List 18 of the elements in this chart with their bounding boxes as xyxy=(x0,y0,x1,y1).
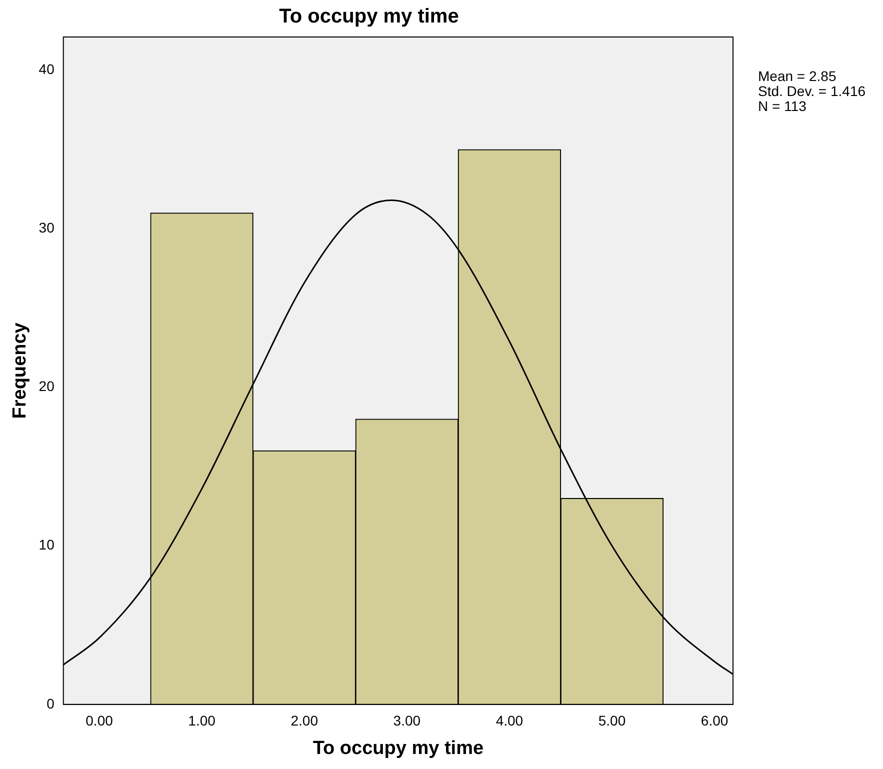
text: N = 113 xyxy=(758,98,807,114)
x-tick-label: 0.00 xyxy=(86,712,114,729)
x-axis-title: To occupy my time xyxy=(312,738,484,759)
y-tick-label: 30 xyxy=(38,220,55,236)
chart-title: To occupy my time xyxy=(279,6,459,28)
x-tick-label: 5.00 xyxy=(598,712,626,729)
x-tick-label: 3.00 xyxy=(393,712,421,729)
x-tick-label: 2.00 xyxy=(290,712,318,729)
y-tick-label: 10 xyxy=(38,536,55,553)
x-tick-label: 6.00 xyxy=(700,712,728,729)
text: Std. Dev. = 1.416 xyxy=(758,82,866,99)
y-tick-label: 40 xyxy=(38,61,55,78)
y-tick-label: 0 xyxy=(46,695,55,712)
text: Mean = 2.85 xyxy=(758,68,836,84)
x-tick-label: 4.00 xyxy=(496,712,524,729)
x-tick-label: 1.00 xyxy=(188,712,216,729)
y-axis-title: Frequency xyxy=(10,322,31,419)
y-tick-label: 20 xyxy=(38,378,55,394)
